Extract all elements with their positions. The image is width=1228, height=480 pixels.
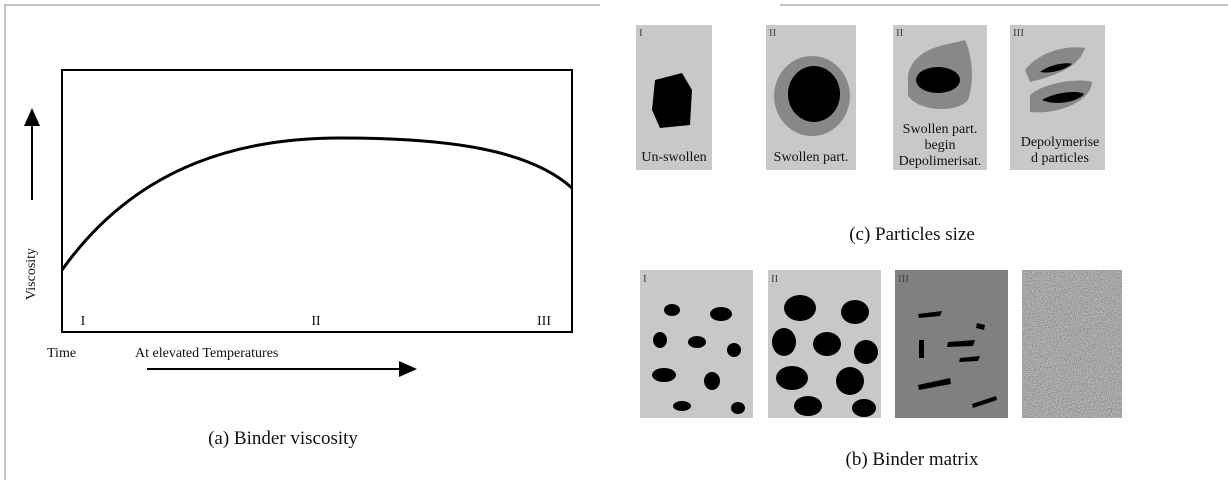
- caption: (c) Particles size: [849, 224, 975, 245]
- numeral: I: [639, 27, 643, 39]
- particle: [916, 67, 960, 93]
- plot-box: [62, 70, 572, 332]
- particle: [788, 66, 840, 122]
- panel-c: I Un-swollen II Swollen part. II Swollen…: [636, 25, 1105, 245]
- stage-label: I: [81, 314, 86, 329]
- caption: (a) Binder viscosity: [208, 428, 358, 449]
- tile-label: Swollen part.: [774, 150, 849, 165]
- tile-label: begin: [924, 138, 955, 153]
- numeral: III: [1013, 27, 1024, 39]
- viscosity-curve: [62, 138, 572, 270]
- tile-label: Swollen part.: [903, 122, 978, 137]
- particle: [652, 73, 692, 128]
- numeral: II: [771, 273, 779, 285]
- x-note: At elevated Temperatures: [135, 346, 278, 361]
- tile-label: Un-swollen: [641, 150, 706, 165]
- stage-label: III: [537, 314, 551, 329]
- panel-b: I II III (b) Binder matrix: [640, 270, 1122, 470]
- numeral: II: [896, 27, 904, 39]
- caption: (b) Binder matrix: [846, 449, 979, 470]
- tile-label: Depolimerisat.: [899, 154, 982, 169]
- numeral: I: [643, 273, 647, 285]
- tile-label: Depolymerise: [1021, 135, 1100, 150]
- numeral: II: [769, 27, 777, 39]
- stage-label: II: [311, 314, 321, 329]
- figure: I II III Viscosity Time At elevated Temp…: [0, 0, 1228, 480]
- noise: [1022, 270, 1122, 418]
- y-label: Viscosity: [24, 248, 39, 300]
- tile-label: d particles: [1031, 151, 1089, 166]
- x-label: Time: [47, 346, 76, 361]
- panel-a: I II III Viscosity Time At elevated Temp…: [24, 70, 572, 449]
- numeral: III: [898, 273, 909, 285]
